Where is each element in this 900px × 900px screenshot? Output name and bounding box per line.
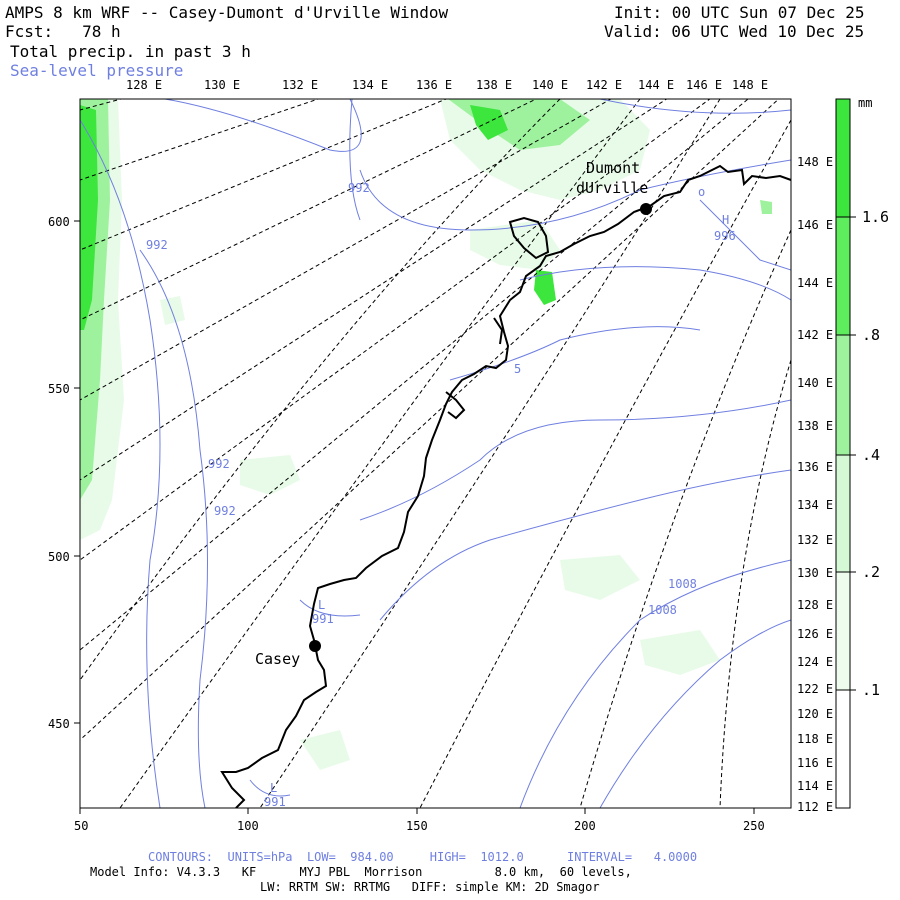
contour-label: 996: [714, 229, 736, 243]
right-lon-label: 128 E: [797, 598, 833, 612]
station-marker-dumont: [640, 203, 652, 215]
right-lon-label: 146 E: [797, 218, 833, 232]
top-lon-label: 148 E: [732, 78, 768, 92]
x-tick-label: 100: [237, 819, 259, 833]
pressure-center-low: L: [270, 781, 277, 795]
right-lon-label: 130 E: [797, 566, 833, 580]
top-lon-label: 130 E: [204, 78, 240, 92]
right-lon-label: 138 E: [797, 419, 833, 433]
station-label-casey: Casey: [255, 650, 300, 668]
valid-time: Valid: 06 UTC Wed 10 Dec 25: [604, 22, 865, 41]
top-lon-label: 138 E: [476, 78, 512, 92]
top-lon-label: 144 E: [638, 78, 674, 92]
y-tick-label: 550: [48, 382, 70, 396]
right-lon-label: 120 E: [797, 707, 833, 721]
contour-label: 991: [264, 795, 286, 809]
top-lon-label: 142 E: [586, 78, 622, 92]
x-tick-label: 250: [743, 819, 765, 833]
contour-label: 1008: [648, 603, 677, 617]
init-time: Init: 00 UTC Sun 07 Dec 25: [614, 3, 865, 22]
pressure-center-low: L: [318, 598, 325, 612]
contours-info: CONTOURS: UNITS=hPa LOW= 984.00 HIGH= 10…: [148, 850, 698, 864]
latitude-arcs: [80, 99, 791, 808]
right-lon-label: 144 E: [797, 276, 833, 290]
station-marker-casey: [309, 640, 321, 652]
right-lon-label: 142 E: [797, 328, 833, 342]
top-lon-label: 136 E: [416, 78, 452, 92]
right-lon-label: 136 E: [797, 460, 833, 474]
contour-label: 1008: [668, 577, 697, 591]
right-lon-label: 140 E: [797, 376, 833, 390]
contour-label: 992: [208, 457, 230, 471]
map-title: AMPS 8 km WRF -- Casey-Dumont d'Urville …: [5, 3, 449, 22]
right-lon-label: 112 E: [797, 800, 833, 814]
colorbar-label: 1.6: [862, 208, 889, 226]
contour-label: 5: [514, 362, 521, 376]
top-lon-label: 128 E: [126, 78, 162, 92]
top-lon-label: 132 E: [282, 78, 318, 92]
coastline: [220, 164, 791, 808]
station-label-dumont-2: dUrville: [576, 179, 648, 197]
top-lon-label: 134 E: [352, 78, 388, 92]
colorbar-label: .1: [862, 681, 880, 699]
field-label-slp: Sea-level pressure: [10, 61, 184, 80]
x-tick-label: 200: [574, 819, 596, 833]
slp-contours: [80, 99, 791, 808]
longitude-lines: [80, 99, 780, 741]
right-lon-label: 118 E: [797, 732, 833, 746]
contour-label: 992: [214, 504, 236, 518]
contour-label: 992: [146, 238, 168, 252]
colorbar: mm 1.6 .8 .4 .2 .1: [835, 96, 889, 809]
right-lon-label: 124 E: [797, 655, 833, 669]
physics-info: LW: RRTM SW: RRTMG DIFF: simple KM: 2D S…: [260, 880, 600, 894]
contour-label: 991: [312, 612, 334, 626]
forecast-hour: Fcst: 78 h: [5, 22, 121, 41]
field-label-precip: Total precip. in past 3 h: [10, 42, 251, 61]
right-lon-label: 148 E: [797, 155, 833, 169]
y-tick-label: 600: [48, 215, 70, 229]
contour-label: 992: [348, 181, 370, 195]
colorbar-unit: mm: [858, 96, 872, 110]
y-tick-label: 500: [48, 550, 70, 564]
colorbar-label: .2: [862, 563, 880, 581]
colorbar-label: .4: [862, 446, 880, 464]
right-lon-label: 122 E: [797, 682, 833, 696]
y-tick-label: 450: [48, 717, 70, 731]
x-tick-label: 50: [74, 819, 88, 833]
right-lon-label: 116 E: [797, 756, 833, 770]
top-lon-label: 140 E: [532, 78, 568, 92]
right-lon-label: 134 E: [797, 498, 833, 512]
precip-shading: [80, 99, 772, 770]
pressure-center-high: H: [722, 213, 729, 227]
right-lon-label: 114 E: [797, 779, 833, 793]
colorbar-label: .8: [862, 326, 880, 344]
map-frame: [79, 98, 792, 809]
model-info: Model Info: V4.3.3 KF MYJ PBL Morrison 8…: [90, 865, 632, 879]
x-tick-label: 150: [406, 819, 428, 833]
right-lon-label: 126 E: [797, 627, 833, 641]
right-lon-label: 132 E: [797, 533, 833, 547]
contour-label: o: [698, 185, 705, 199]
station-label-dumont-1: Dumont: [586, 159, 640, 177]
top-lon-label: 146 E: [686, 78, 722, 92]
